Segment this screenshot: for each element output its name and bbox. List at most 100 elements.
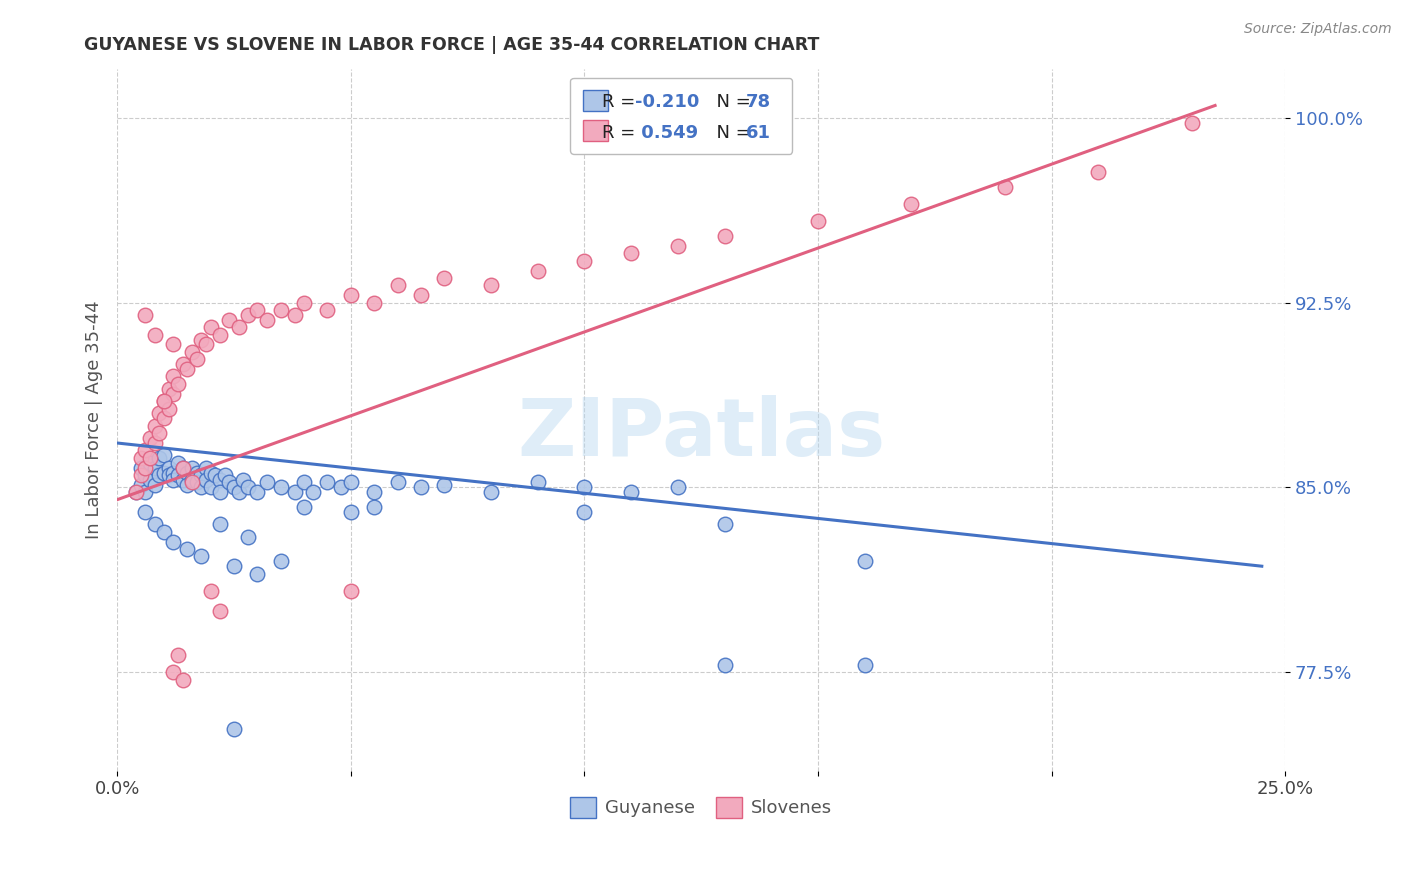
Point xyxy=(200,466,222,480)
Point xyxy=(139,450,162,465)
Text: 61: 61 xyxy=(745,124,770,142)
Point xyxy=(284,308,307,322)
Point xyxy=(387,475,409,490)
Point xyxy=(236,530,259,544)
Point xyxy=(204,468,226,483)
Point xyxy=(574,505,596,519)
Point xyxy=(162,473,184,487)
Point xyxy=(208,603,231,617)
Point xyxy=(181,344,204,359)
Point xyxy=(162,466,184,480)
Point xyxy=(153,448,176,462)
Point xyxy=(190,468,212,483)
Point xyxy=(246,566,269,581)
Point xyxy=(186,352,208,367)
Point xyxy=(292,295,315,310)
Point xyxy=(409,288,432,302)
Point xyxy=(143,460,166,475)
Point xyxy=(433,478,456,492)
Point xyxy=(139,456,162,470)
Point xyxy=(330,480,353,494)
Point xyxy=(270,554,292,568)
Point xyxy=(167,468,190,483)
Point xyxy=(256,475,278,490)
Point xyxy=(316,475,339,490)
Point xyxy=(270,480,292,494)
Point xyxy=(190,549,212,564)
Point xyxy=(228,320,250,334)
Point xyxy=(157,382,180,396)
Point xyxy=(222,480,245,494)
Point xyxy=(214,468,236,483)
Point xyxy=(162,665,184,680)
Point xyxy=(433,271,456,285)
Point xyxy=(339,288,361,302)
Point xyxy=(807,214,830,228)
Text: R =: R = xyxy=(602,93,641,111)
Point xyxy=(246,485,269,500)
Point xyxy=(620,246,643,260)
Point xyxy=(125,485,148,500)
Point xyxy=(994,179,1017,194)
Text: R =: R = xyxy=(602,124,641,142)
Y-axis label: In Labor Force | Age 35-44: In Labor Force | Age 35-44 xyxy=(86,301,103,539)
Point xyxy=(172,673,194,687)
Point xyxy=(153,411,176,425)
Text: 78: 78 xyxy=(745,93,770,111)
Point xyxy=(236,308,259,322)
Point xyxy=(129,478,152,492)
Point xyxy=(222,559,245,574)
Text: GUYANESE VS SLOVENE IN LABOR FORCE | AGE 35-44 CORRELATION CHART: GUYANESE VS SLOVENE IN LABOR FORCE | AGE… xyxy=(84,36,820,54)
Point xyxy=(172,357,194,371)
Point xyxy=(218,475,240,490)
Point xyxy=(363,295,385,310)
Point xyxy=(620,485,643,500)
Point xyxy=(190,333,212,347)
Point xyxy=(200,480,222,494)
Point xyxy=(479,485,502,500)
Point xyxy=(143,478,166,492)
Point xyxy=(339,583,361,598)
Point xyxy=(574,253,596,268)
Point xyxy=(125,485,148,500)
Point xyxy=(186,466,208,480)
Point xyxy=(387,278,409,293)
Text: Source: ZipAtlas.com: Source: ZipAtlas.com xyxy=(1244,22,1392,37)
Point xyxy=(222,722,245,736)
Point xyxy=(339,505,361,519)
Point xyxy=(713,657,735,672)
Point xyxy=(339,475,361,490)
Point xyxy=(1181,116,1204,130)
Point xyxy=(292,475,315,490)
Point xyxy=(176,466,198,480)
Point xyxy=(157,401,180,416)
Point xyxy=(167,648,190,662)
Point xyxy=(153,394,176,409)
Text: ZIPatlas: ZIPatlas xyxy=(517,394,886,473)
Point xyxy=(526,475,548,490)
Point xyxy=(134,460,156,475)
Point xyxy=(148,450,170,465)
Point xyxy=(666,239,689,253)
Point xyxy=(148,468,170,483)
Point xyxy=(363,485,385,500)
Point xyxy=(479,278,502,293)
Point xyxy=(143,517,166,532)
Point xyxy=(200,583,222,598)
Point xyxy=(181,473,204,487)
Point xyxy=(167,376,190,391)
Text: -0.210: -0.210 xyxy=(634,93,699,111)
Point xyxy=(228,485,250,500)
Point xyxy=(153,466,176,480)
Point xyxy=(194,337,217,351)
Point xyxy=(134,468,156,483)
Point xyxy=(134,505,156,519)
Point xyxy=(143,418,166,433)
Point xyxy=(162,369,184,384)
Point xyxy=(176,362,198,376)
Point xyxy=(208,327,231,342)
Point xyxy=(157,460,180,475)
Point xyxy=(232,473,254,487)
Point xyxy=(1087,165,1109,179)
Point xyxy=(194,473,217,487)
